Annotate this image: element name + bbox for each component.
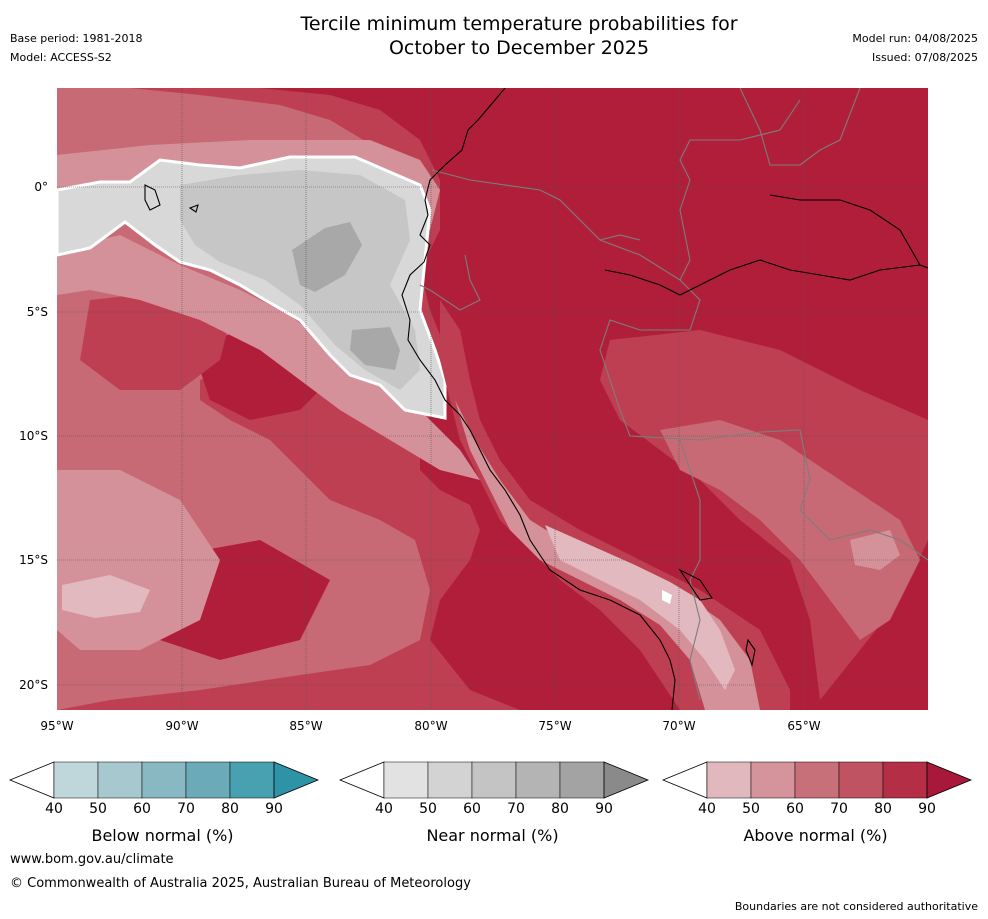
colorbar-min-extension <box>8 761 55 799</box>
colorbar-tick-label: 50 <box>89 801 107 817</box>
colorbars <box>8 761 973 799</box>
lat-label-20s: 20°S <box>19 678 48 692</box>
colorbar-max-extension <box>273 761 320 799</box>
colorbar-tick-label: 90 <box>918 801 936 817</box>
colorbar-segment <box>794 761 840 799</box>
above-50-patch-south <box>62 575 150 618</box>
colorbar-max-extension <box>603 761 650 799</box>
colorbar-tick-label: 70 <box>177 801 195 817</box>
colorbar-min-extension <box>338 761 385 799</box>
colorbar-min-extension <box>661 761 708 799</box>
colorbar-tick-label: 60 <box>786 801 804 817</box>
above-70-interior-east <box>660 420 920 640</box>
lat-label-0: 0° <box>34 180 48 194</box>
colorbar-segment <box>185 761 231 799</box>
coastline <box>144 88 928 710</box>
base-period: Base period: 1981-2018 <box>10 32 143 45</box>
colorbar-segment <box>838 761 884 799</box>
colorbar-segment <box>53 761 99 799</box>
graticule <box>57 88 928 710</box>
colorbar-title-near: Near normal (%) <box>426 826 559 845</box>
near-normal-coastal-patch <box>662 590 672 604</box>
colorbar-tick-label: 70 <box>507 801 525 817</box>
colorbar-below-normal <box>8 761 320 799</box>
colorbar-segment <box>97 761 143 799</box>
colorbar-tick-label: 40 <box>698 801 716 817</box>
colorbar-tick-label: 80 <box>221 801 239 817</box>
colorbar-tick-label: 60 <box>463 801 481 817</box>
lon-label-65w: 65°W <box>787 719 821 733</box>
model-run-date: Model run: 04/08/2025 <box>852 32 978 45</box>
colorbar-tick-label: 90 <box>265 801 283 817</box>
colorbar-near-normal <box>338 761 650 799</box>
colorbar-tick-label: 70 <box>830 801 848 817</box>
colorbar-segment <box>750 761 796 799</box>
colorbar-tick-label: 50 <box>742 801 760 817</box>
colorbar-segment <box>383 761 429 799</box>
colorbar-title-above: Above normal (%) <box>743 826 888 845</box>
colorbar-tick-label: 80 <box>551 801 569 817</box>
lon-label-80w: 80°W <box>414 719 448 733</box>
lat-label-10s: 10°S <box>19 429 48 443</box>
lon-label-85w: 85°W <box>289 719 323 733</box>
lat-label-5s: 5°S <box>26 305 48 319</box>
copyright-text: © Commonwealth of Australia 2025, Austra… <box>10 876 471 891</box>
colorbar-segment <box>559 761 605 799</box>
colorbar-tick-label: 40 <box>375 801 393 817</box>
colorbar-tick-label: 40 <box>45 801 63 817</box>
website-link[interactable]: www.bom.gov.au/climate <box>10 852 174 867</box>
lon-label-75w: 75°W <box>538 719 572 733</box>
colorbar-segment <box>515 761 561 799</box>
above-90-eastern-edge <box>885 170 928 240</box>
lon-label-70w: 70°W <box>662 719 696 733</box>
disclaimer-text: Boundaries are not considered authoritat… <box>734 900 978 913</box>
colorbar-above-normal <box>661 761 973 799</box>
colorbar-title-below: Below normal (%) <box>91 826 234 845</box>
colorbar-segment <box>706 761 752 799</box>
colorbar-tick-label: 90 <box>595 801 613 817</box>
colorbar-tick-label: 80 <box>874 801 892 817</box>
title-line-1: Tercile minimum temperature probabilitie… <box>300 13 738 35</box>
lon-label-90w: 90°W <box>165 719 199 733</box>
page-title: Tercile minimum temperature probabilitie… <box>244 12 794 60</box>
colorbar-tick-label: 60 <box>133 801 151 817</box>
title-line-2: October to December 2025 <box>388 37 650 59</box>
near-normal-70-patch-a <box>292 222 362 292</box>
colorbar-segment <box>229 761 275 799</box>
colorbar-segment <box>882 761 928 799</box>
colorbar-segment <box>427 761 473 799</box>
above-50-coastal-band <box>545 525 735 690</box>
above-60-band-north <box>57 235 480 480</box>
issued-date: Issued: 07/08/2025 <box>871 51 978 64</box>
colorbar-segment <box>471 761 517 799</box>
colorbar-segment <box>141 761 187 799</box>
near-normal-70-patch-b <box>350 327 400 370</box>
lat-label-15s: 15°S <box>19 553 48 567</box>
lon-label-95w: 95°W <box>40 719 74 733</box>
country-borders <box>419 88 928 701</box>
colorbar-max-extension <box>926 761 973 799</box>
model-name: Model: ACCESS-S2 <box>10 51 112 64</box>
colorbar-tick-label: 50 <box>419 801 437 817</box>
